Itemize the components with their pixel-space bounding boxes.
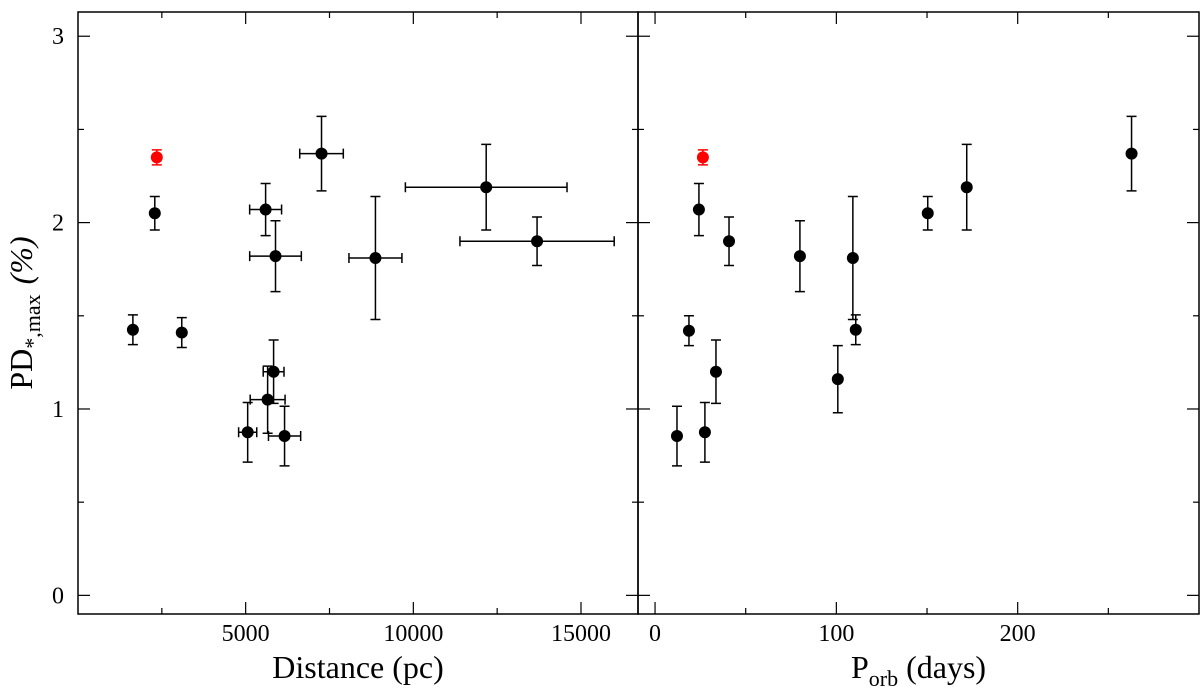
data-point: [1125, 147, 1138, 160]
data-point: [723, 235, 736, 248]
x-axis-label-unit: (days): [906, 649, 986, 685]
data-point: [849, 323, 862, 336]
data-point: [670, 430, 683, 443]
y-axis-label: PD*,max (%): [3, 236, 45, 389]
x-axis-label-main: Distance (pc): [272, 649, 443, 685]
data-point: [241, 426, 254, 439]
data-point: [259, 203, 272, 216]
data-point: [682, 324, 695, 337]
data-point: [126, 323, 139, 336]
data-point: [369, 252, 382, 265]
data-point: [150, 151, 163, 164]
data-point: [846, 252, 859, 265]
data-point: [267, 365, 280, 378]
x-tick-label: 10000: [383, 621, 443, 647]
plot-frame: [637, 11, 1200, 615]
x-tick-label: 100: [818, 621, 854, 647]
data-point: [261, 393, 274, 406]
data-point: [960, 181, 973, 194]
data-point: [831, 373, 844, 386]
data-point: [269, 250, 282, 263]
x-tick-label: 5000: [222, 621, 270, 647]
x-axis-label-sub: orb: [869, 666, 898, 691]
data-point: [692, 203, 705, 216]
data-point: [698, 426, 711, 439]
data-point: [278, 430, 291, 443]
data-point: [709, 365, 722, 378]
data-point: [531, 235, 544, 248]
y-tick-label: 0: [52, 583, 64, 609]
x-tick-label: 200: [1000, 621, 1036, 647]
y-axis-label-unit: (%): [3, 236, 39, 284]
y-axis-label-main: PD: [3, 349, 39, 390]
x-axis-label: Porb (days): [851, 649, 986, 691]
data-point: [480, 181, 493, 194]
data-point: [696, 151, 709, 164]
data-point: [921, 207, 934, 220]
x-tick-label: 0: [649, 621, 661, 647]
data-point: [315, 147, 328, 160]
y-tick-label: 1: [52, 397, 64, 423]
y-tick-label: 2: [52, 211, 64, 237]
y-tick-label: 3: [52, 24, 64, 50]
data-point: [793, 250, 806, 263]
x-tick-label: 15000: [551, 621, 611, 647]
y-axis-label-sub: *,max: [20, 294, 45, 348]
x-axis-label-main: P: [851, 649, 869, 685]
plot-frame: [77, 11, 639, 615]
x-axis-label: Distance (pc): [272, 649, 443, 685]
data-point: [175, 326, 188, 339]
data-point: [148, 207, 161, 220]
